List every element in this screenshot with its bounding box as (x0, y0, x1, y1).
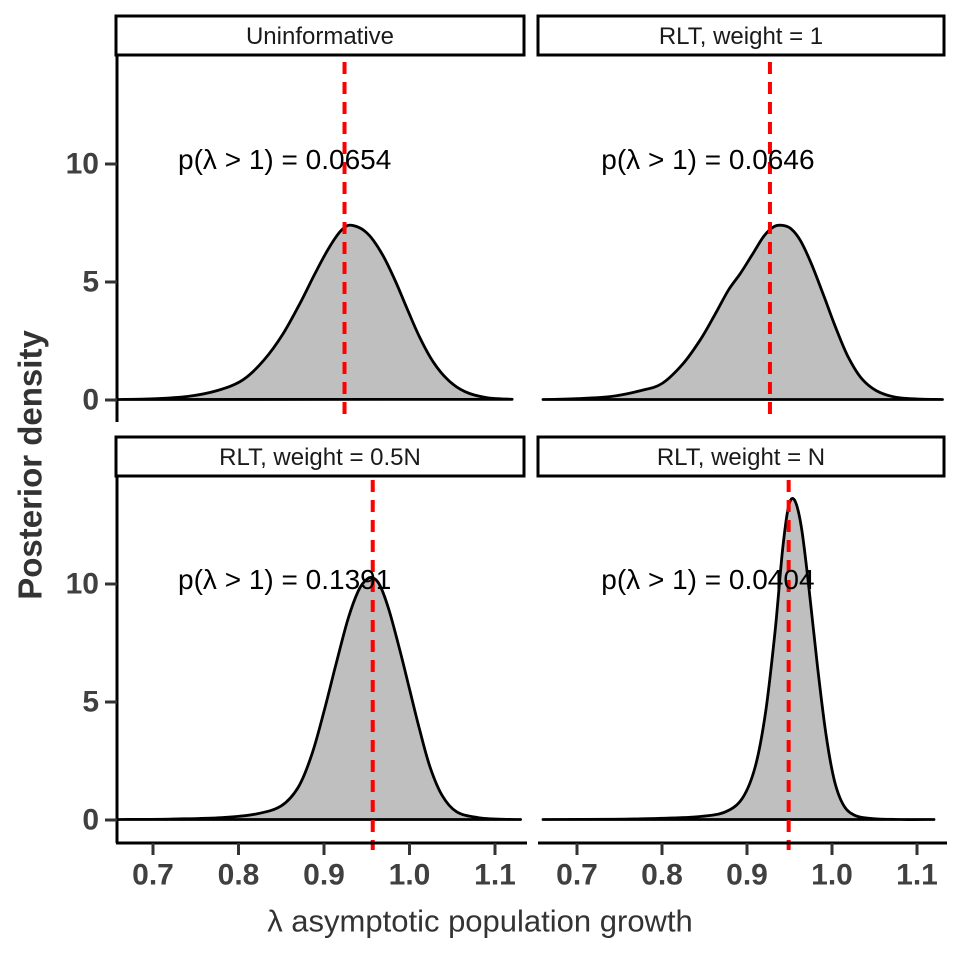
y-tick-label: 10 (66, 148, 99, 181)
facet-strip (536, 435, 946, 478)
facet-strip-label: RLT, weight = 1 (659, 23, 823, 50)
x-tick-label: 0.9 (303, 859, 345, 892)
density-curve (541, 223, 944, 401)
y-tick-label: 0 (82, 804, 99, 837)
density-curve (117, 575, 522, 821)
x-tick-label: 0.8 (641, 859, 683, 892)
probability-annotation: p(λ > 1) = 0.1391 (178, 564, 391, 595)
y-tick-label: 5 (82, 686, 99, 719)
facet-strip (114, 14, 526, 57)
y-tick-label: 5 (82, 266, 99, 299)
y-tick-label: 10 (66, 568, 99, 601)
facet-panel: Uninformative p(λ > 1) = 0.0654 (114, 14, 526, 420)
x-tick-label: 1.1 (474, 859, 516, 892)
y-axis-title: Posterior density (12, 330, 49, 600)
facet-strip (536, 14, 946, 57)
density-curve (117, 223, 514, 401)
facet-strip (114, 435, 526, 478)
density-curve (541, 497, 936, 821)
x-tick-label: 1.1 (896, 859, 938, 892)
facet-strip-label: Uninformative (246, 23, 394, 50)
facet-panel: RLT, weight = 0.5N p(λ > 1) = 0.1391 (114, 435, 526, 850)
x-tick-label: 0.8 (218, 859, 260, 892)
x-tick-label: 0.7 (132, 859, 174, 892)
x-axis-title: λ asymptotic population growth (267, 904, 693, 939)
facet-strip-label: RLT, weight = N (657, 444, 825, 471)
x-tick-label: 1.0 (389, 859, 431, 892)
x-tick-label: 0.7 (556, 859, 598, 892)
facet-strip-label: RLT, weight = 0.5N (219, 444, 421, 471)
probability-annotation: p(λ > 1) = 0.0404 (601, 564, 814, 595)
probability-annotation: p(λ > 1) = 0.0646 (601, 144, 814, 175)
x-tick-label: 1.0 (811, 859, 853, 892)
facet-panel: RLT, weight = N p(λ > 1) = 0.0404 (536, 435, 946, 850)
y-tick-label: 0 (82, 384, 99, 417)
facet-panel: RLT, weight = 1 p(λ > 1) = 0.0646 (536, 14, 946, 420)
x-tick-label: 0.9 (726, 859, 768, 892)
probability-annotation: p(λ > 1) = 0.0654 (178, 144, 391, 175)
